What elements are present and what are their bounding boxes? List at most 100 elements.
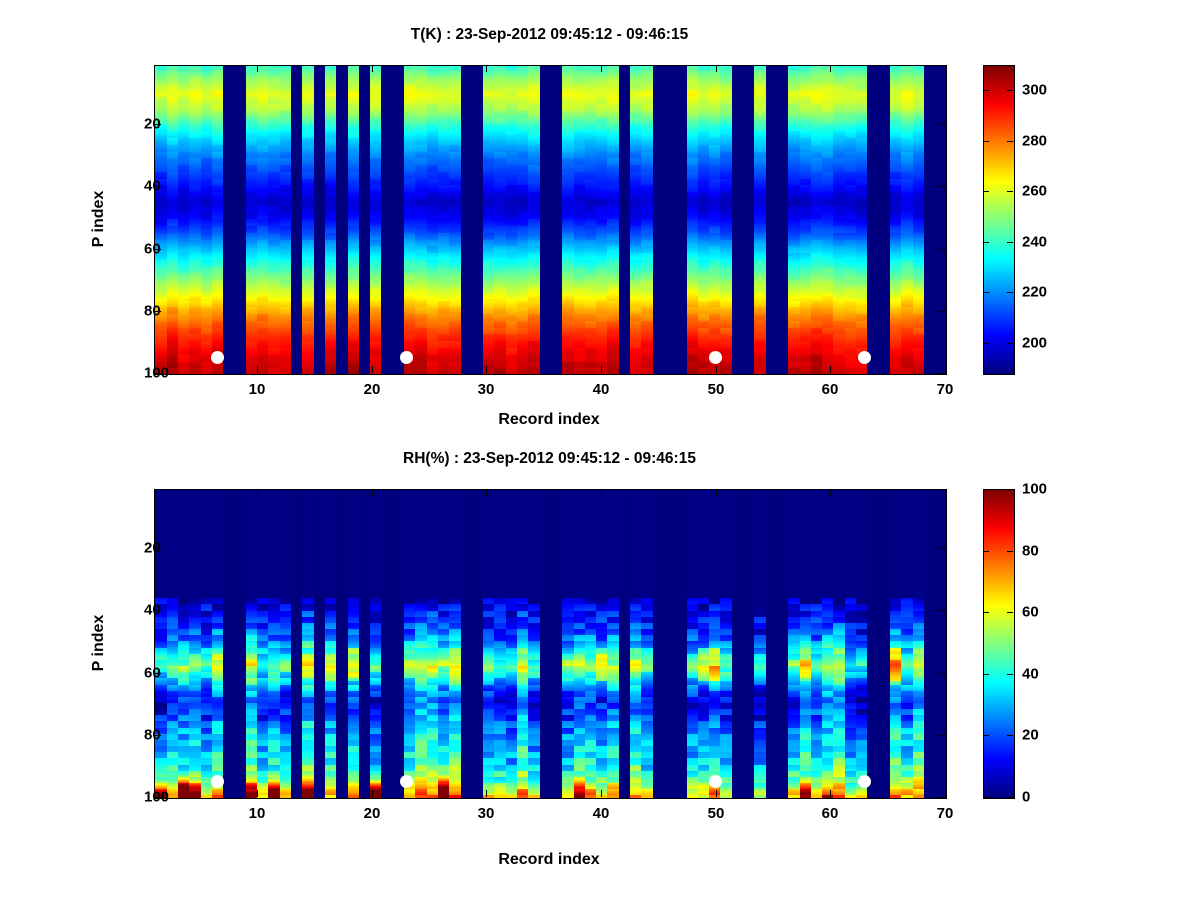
colorbar-tick-label: 200 xyxy=(1022,334,1048,352)
yaxis-tick-right xyxy=(938,373,945,374)
xaxis-tick xyxy=(945,366,946,373)
xaxis-tick-label: 20 xyxy=(363,381,381,398)
xaxis-tick-top xyxy=(372,489,373,496)
colorbar-tick-right xyxy=(1007,612,1013,613)
xaxis-tick-label: 60 xyxy=(821,381,839,398)
colorbar-tick-right xyxy=(1007,343,1013,344)
yaxis-tick xyxy=(154,610,161,611)
profile-location-marker xyxy=(399,774,413,788)
yaxis-tick-right xyxy=(938,548,945,549)
temperature-panel-title: T(K) : 23-Sep-2012 09:45:12 - 09:46:15 xyxy=(410,26,689,43)
xaxis-tick xyxy=(716,790,717,797)
xaxis-tick xyxy=(486,790,487,797)
xaxis-tick-label: 10 xyxy=(248,805,266,822)
humidity-colorbar-gradient xyxy=(984,490,1014,798)
colorbar-tick-left xyxy=(983,612,989,613)
xaxis-tick-label: 70 xyxy=(936,805,954,822)
yaxis-tick xyxy=(154,249,161,250)
colorbar-tick-left xyxy=(983,90,989,91)
profile-location-marker xyxy=(858,774,872,788)
xaxis-tick-top xyxy=(372,65,373,72)
colorbar-tick-label: 60 xyxy=(1022,603,1039,621)
colorbar-tick-right xyxy=(1007,551,1013,552)
xaxis-tick-top xyxy=(257,65,258,72)
colorbar-tick-label: 220 xyxy=(1022,283,1048,301)
colorbar-tick-right xyxy=(1007,191,1013,192)
yaxis-tick xyxy=(154,797,161,798)
colorbar-tick-left xyxy=(983,674,989,675)
humidity-panel: RH(%) : 23-Sep-2012 09:45:12 - 09:46:15 … xyxy=(90,450,1048,868)
xaxis-tick xyxy=(257,790,258,797)
xaxis-tick-top xyxy=(601,65,602,72)
colorbar-tick-label: 280 xyxy=(1022,132,1048,150)
xaxis-tick xyxy=(716,366,717,373)
colorbar-tick-left xyxy=(983,797,989,798)
colorbar-tick-left xyxy=(983,551,989,552)
temperature-yaxis-label: P index xyxy=(90,190,107,248)
xaxis-tick-top xyxy=(486,65,487,72)
yaxis-tick-right xyxy=(938,797,945,798)
profile-location-marker xyxy=(399,350,413,364)
yaxis-tick xyxy=(154,124,161,125)
xaxis-tick-label: 40 xyxy=(592,805,610,822)
xaxis-tick-label: 30 xyxy=(477,381,495,398)
profile-location-marker xyxy=(709,350,723,364)
xaxis-tick xyxy=(372,366,373,373)
colorbar-tick-label: 0 xyxy=(1022,788,1031,806)
xaxis-tick-top xyxy=(486,489,487,496)
yaxis-tick xyxy=(154,311,161,312)
xaxis-tick-label: 70 xyxy=(936,381,954,398)
colorbar-tick-label: 80 xyxy=(1022,542,1039,560)
xaxis-tick-label: 10 xyxy=(248,381,266,398)
xaxis-tick xyxy=(372,790,373,797)
yaxis-tick xyxy=(154,735,161,736)
colorbar-tick-label: 100 xyxy=(1022,480,1048,498)
colorbar-tick-right xyxy=(1007,292,1013,293)
humidity-axes xyxy=(154,489,947,799)
yaxis-tick-right xyxy=(938,610,945,611)
yaxis-tick-right xyxy=(938,673,945,674)
colorbar-tick-right xyxy=(1007,141,1013,142)
colorbar-tick-right xyxy=(1007,489,1013,490)
xaxis-tick xyxy=(830,790,831,797)
yaxis-tick-right xyxy=(938,186,945,187)
profile-location-marker xyxy=(858,350,872,364)
colorbar-tick-right xyxy=(1007,674,1013,675)
colorbar-tick-label: 240 xyxy=(1022,233,1048,251)
xaxis-tick xyxy=(486,366,487,373)
yaxis-tick-right xyxy=(938,124,945,125)
xaxis-tick xyxy=(830,366,831,373)
profile-location-marker xyxy=(210,774,224,788)
xaxis-tick-top xyxy=(601,489,602,496)
colorbar-tick-left xyxy=(983,489,989,490)
humidity-heatmap xyxy=(155,490,946,798)
yaxis-tick-right xyxy=(938,249,945,250)
xaxis-tick-top xyxy=(945,489,946,496)
yaxis-tick xyxy=(154,373,161,374)
yaxis-tick xyxy=(154,673,161,674)
humidity-colorbar xyxy=(983,489,1015,799)
xaxis-tick xyxy=(257,366,258,373)
colorbar-tick-label: 300 xyxy=(1022,81,1048,99)
colorbar-tick-label: 260 xyxy=(1022,182,1048,200)
humidity-xaxis-label: Record index xyxy=(498,851,600,868)
xaxis-tick-top xyxy=(716,489,717,496)
yaxis-tick-right xyxy=(938,311,945,312)
xaxis-tick-top xyxy=(945,65,946,72)
colorbar-tick-right xyxy=(1007,735,1013,736)
yaxis-tick xyxy=(154,186,161,187)
temperature-axes xyxy=(154,65,947,375)
yaxis-tick xyxy=(154,548,161,549)
temperature-heatmap xyxy=(155,66,946,374)
colorbar-tick-left xyxy=(983,343,989,344)
colorbar-tick-left xyxy=(983,242,989,243)
xaxis-tick-label: 30 xyxy=(477,805,495,822)
xaxis-tick-top xyxy=(830,65,831,72)
xaxis-tick xyxy=(601,790,602,797)
colorbar-tick-right xyxy=(1007,797,1013,798)
xaxis-tick-top xyxy=(257,489,258,496)
colorbar-tick-left xyxy=(983,735,989,736)
yaxis-tick-right xyxy=(938,735,945,736)
temperature-colorbar-gradient xyxy=(984,66,1014,374)
xaxis-tick-label: 40 xyxy=(592,381,610,398)
